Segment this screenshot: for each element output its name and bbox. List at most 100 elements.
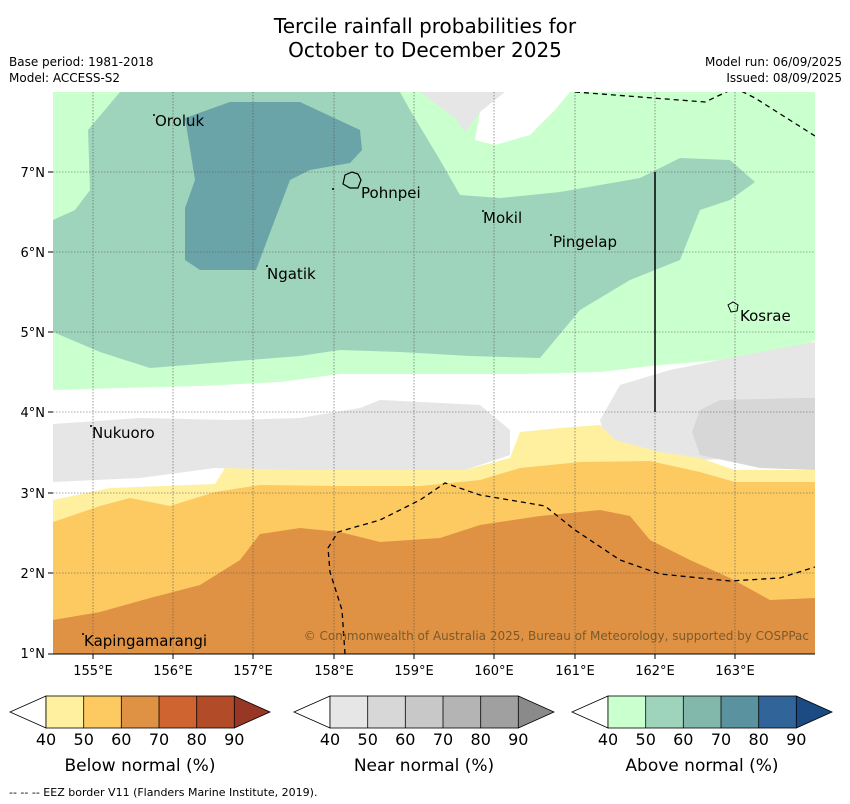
below-tick-80: 80 [187,730,207,749]
near-swatch-80-90 [480,696,519,728]
above-tick-40: 40 [598,730,618,749]
latitude-labels: 7°N 6°N 5°N 4°N 3°N 2°N 1°N [21,166,46,662]
above-colorbar-high-arrow [796,696,832,728]
above-swatch-70-80 [721,696,759,728]
above-tick-90: 90 [786,730,806,749]
lat-label-3n: 3°N [21,487,46,502]
near-tick-90: 90 [508,730,528,749]
above-normal-label: Above normal (%) [625,756,779,776]
near-colorbar-high-arrow [518,696,554,728]
near-normal-darker-patch [692,398,815,470]
near-swatch-60-70 [405,696,443,728]
oroluk-marker [153,114,155,116]
kosrae-island [727,301,739,313]
near-normal-light-patch-top [420,92,505,132]
eez-border [327,92,815,654]
mokil-marker [482,210,484,212]
ngatik-marker [266,265,268,267]
below-normal-label: Below normal (%) [64,756,216,776]
pohnpei-island [342,171,362,189]
above-swatch-60-70 [683,696,721,728]
model-run: Model run: 06/09/2025 [704,55,842,69]
title-line-1: Tercile rainfall probabilities for [273,14,577,38]
colorbar-above-normal: 40 50 60 70 80 90 [571,695,833,749]
near-normal-band-region [53,400,510,482]
pingelap-marker [550,234,552,236]
graticule [53,92,815,654]
lat-label-6n: 6°N [21,246,46,261]
place-label-kapingamarangi: Kapingamarangi [84,632,207,650]
above-normal-60-70-region [185,102,362,270]
near-tick-70: 70 [433,730,453,749]
lon-label-155e: 155°E [73,664,113,679]
issued-date: Issued: 08/09/2025 [726,71,842,85]
meta-right: Model run: 06/09/2025 Issued: 08/09/2025 [705,54,842,86]
atoll-markers [82,114,552,635]
below-tick-50: 50 [74,730,94,749]
lat-label-1n: 1°N [21,647,46,662]
copyright-notice: © Commonwealth of Australia 2025, Bureau… [304,629,809,643]
meta-left: Base period: 1981-2018 Model: ACCESS-S2 [9,54,154,86]
lon-label-158e: 158°E [314,664,354,679]
above-tick-70: 70 [711,730,731,749]
base-period: Base period: 1981-2018 [9,55,154,69]
probability-map: Oroluk Pohnpei Mokil Pingelap Ngatik Kos… [53,92,815,654]
below-tick-70: 70 [149,730,169,749]
lon-label-156e: 156°E [153,664,193,679]
near-swatch-70-80 [443,696,481,728]
near-tick-40: 40 [320,730,340,749]
near-swatch-50-60 [367,696,406,728]
colorbar-below-normal: 40 50 60 70 80 90 [9,695,271,749]
near-tick-80: 80 [471,730,491,749]
longitude-labels: 155°E 156°E 157°E 158°E 159°E 160°E 161°… [73,664,755,679]
near-normal-label: Near normal (%) [353,756,495,776]
below-swatch-80-90 [196,696,235,728]
kapingamarangi-marker [82,633,84,635]
lat-label-5n: 5°N [21,326,46,341]
colorbar-near-normal: 40 50 60 70 80 90 [293,695,555,749]
longitude-ticks [92,654,736,659]
lat-label-7n: 7°N [21,166,46,181]
lon-label-157e: 157°E [233,664,273,679]
below-swatch-70-80 [159,696,197,728]
below-swatch-50-60 [83,696,122,728]
above-swatch-50-60 [645,696,684,728]
pohnpei-small-marker [332,188,334,190]
place-label-ngatik: Ngatik [267,265,316,283]
above-tick-60: 60 [673,730,693,749]
place-label-pingelap: Pingelap [553,233,617,251]
near-swatch-40-50 [330,696,368,728]
place-label-kosrae: Kosrae [740,307,791,325]
lat-label-2n: 2°N [21,567,46,582]
place-label-nukuoro: Nukuoro [92,424,155,442]
above-swatch-80-90 [758,696,797,728]
lon-label-161e: 161°E [555,664,595,679]
above-tick-50: 50 [636,730,656,749]
below-tick-40: 40 [36,730,56,749]
below-tick-60: 60 [111,730,131,749]
above-tick-80: 80 [749,730,769,749]
place-label-oroluk: Oroluk [155,112,204,130]
model-name: Model: ACCESS-S2 [9,71,121,85]
lon-label-162e: 162°E [635,664,675,679]
latitude-ticks [48,171,53,655]
below-colorbar-low-arrow [9,695,47,729]
nukuoro-marker [90,425,92,427]
map-title: Tercile rainfall probabilities for Octob… [0,14,850,62]
lon-label-159e: 159°E [394,664,434,679]
title-line-2: October to December 2025 [288,38,562,62]
lon-label-163e: 163°E [715,664,755,679]
below-swatch-60-70 [121,696,159,728]
below-tick-90: 90 [224,730,244,749]
below-swatch-40-50 [46,696,84,728]
near-tick-50: 50 [358,730,378,749]
near-normal-white-patch-top [475,92,570,145]
eez-footnote: -- -- -- EEZ border V11 (Flanders Marine… [9,786,318,799]
below-colorbar-high-arrow [234,696,270,728]
near-colorbar-low-arrow [293,695,331,729]
above-swatch-40-50 [608,696,646,728]
below-normal-60-70-region [53,510,815,654]
lon-label-160e: 160°E [474,664,514,679]
near-tick-60: 60 [395,730,415,749]
